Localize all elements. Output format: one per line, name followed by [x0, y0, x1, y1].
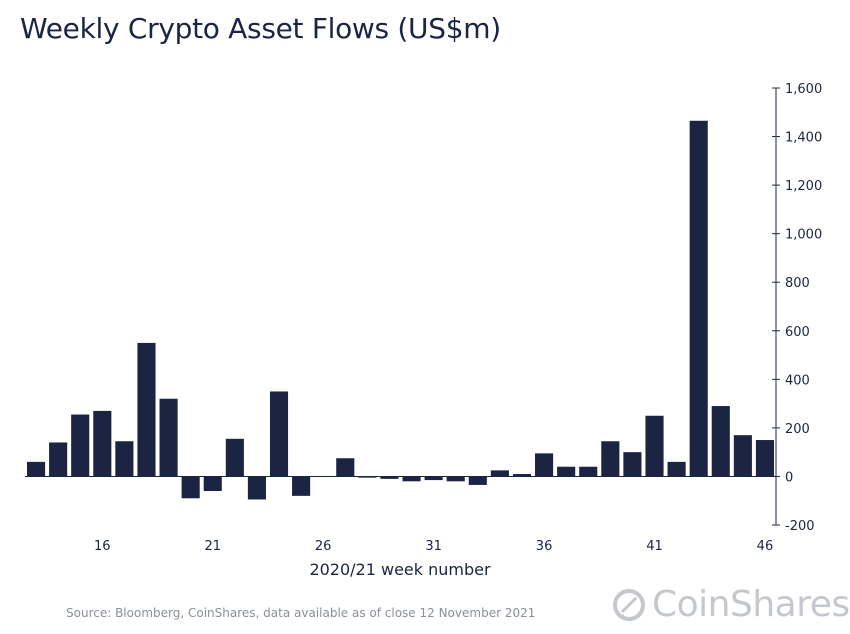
bar-week-15 — [71, 414, 90, 477]
y-tick-label: 1,200 — [785, 179, 822, 194]
coinshares-logo-icon — [613, 588, 645, 621]
bar-week-40 — [623, 452, 642, 477]
bar-week-29 — [380, 476, 399, 479]
bar-week-42 — [667, 461, 686, 477]
bar-week-41 — [645, 415, 664, 477]
bar-week-13 — [26, 461, 46, 477]
y-tick-label: -200 — [785, 519, 815, 534]
y-tick-label: 400 — [785, 373, 810, 388]
y-tick-label: 800 — [785, 276, 810, 291]
bar-week-19 — [159, 398, 178, 477]
x-tick-label: 21 — [204, 539, 221, 554]
bar-week-39 — [601, 441, 620, 477]
y-tick-label: 0 — [785, 470, 793, 485]
bar-week-37 — [557, 466, 576, 477]
bar-week-21 — [203, 476, 222, 492]
bar-week-18 — [137, 342, 156, 477]
bar-week-14 — [49, 442, 68, 477]
bar-week-22 — [225, 438, 244, 477]
bar-week-38 — [579, 466, 598, 477]
y-tick-label: 1,400 — [785, 131, 822, 146]
bar-week-17 — [115, 441, 134, 477]
logo-text: CoinShares — [652, 584, 850, 625]
bar-week-35 — [512, 474, 532, 477]
bar-week-24 — [269, 391, 289, 477]
chart-title: Weekly Crypto Asset Flows (US$m) — [20, 12, 501, 45]
x-tick-label: 46 — [757, 539, 774, 554]
bar-week-25 — [292, 476, 311, 496]
bar-week-45 — [733, 435, 752, 477]
bar-week-16 — [93, 410, 112, 477]
x-tick-label: 16 — [94, 539, 111, 554]
x-tick-label: 36 — [536, 539, 553, 554]
coinshares-logo: CoinShares — [612, 584, 850, 625]
y-tick-label: 200 — [785, 422, 810, 437]
bar-week-33 — [468, 476, 487, 485]
bar-week-30 — [402, 476, 421, 482]
x-axis: 16 21 26 31 36 41 46 — [94, 539, 773, 554]
x-tick-label: 41 — [646, 539, 663, 554]
bar-week-31 — [424, 476, 443, 481]
bars-group — [25, 120, 776, 500]
y-tick-label: 1,600 — [785, 82, 822, 97]
bar-week-44 — [711, 406, 730, 477]
x-tick-label: 31 — [425, 539, 442, 554]
y-tick-label: 1,000 — [785, 228, 822, 243]
y-axis: -200 0 200 400 600 800 1,000 1,200 1,400 1,600 — [772, 82, 822, 534]
bar-week-28 — [358, 476, 377, 478]
bar-week-20 — [181, 476, 200, 499]
bar-week-34 — [490, 470, 509, 477]
x-tick-label: 26 — [315, 539, 332, 554]
bar-week-27 — [336, 458, 355, 477]
bar-week-36 — [535, 453, 554, 477]
x-axis-label: 2020/21 week number — [309, 560, 491, 579]
bar-week-32 — [446, 476, 465, 482]
y-tick-label: 600 — [785, 325, 810, 340]
bar-week-46 — [755, 440, 775, 477]
source-note: Source: Bloomberg, CoinShares, data avai… — [66, 606, 536, 620]
bar-week-23 — [247, 476, 266, 500]
bar-week-43 — [689, 120, 708, 477]
